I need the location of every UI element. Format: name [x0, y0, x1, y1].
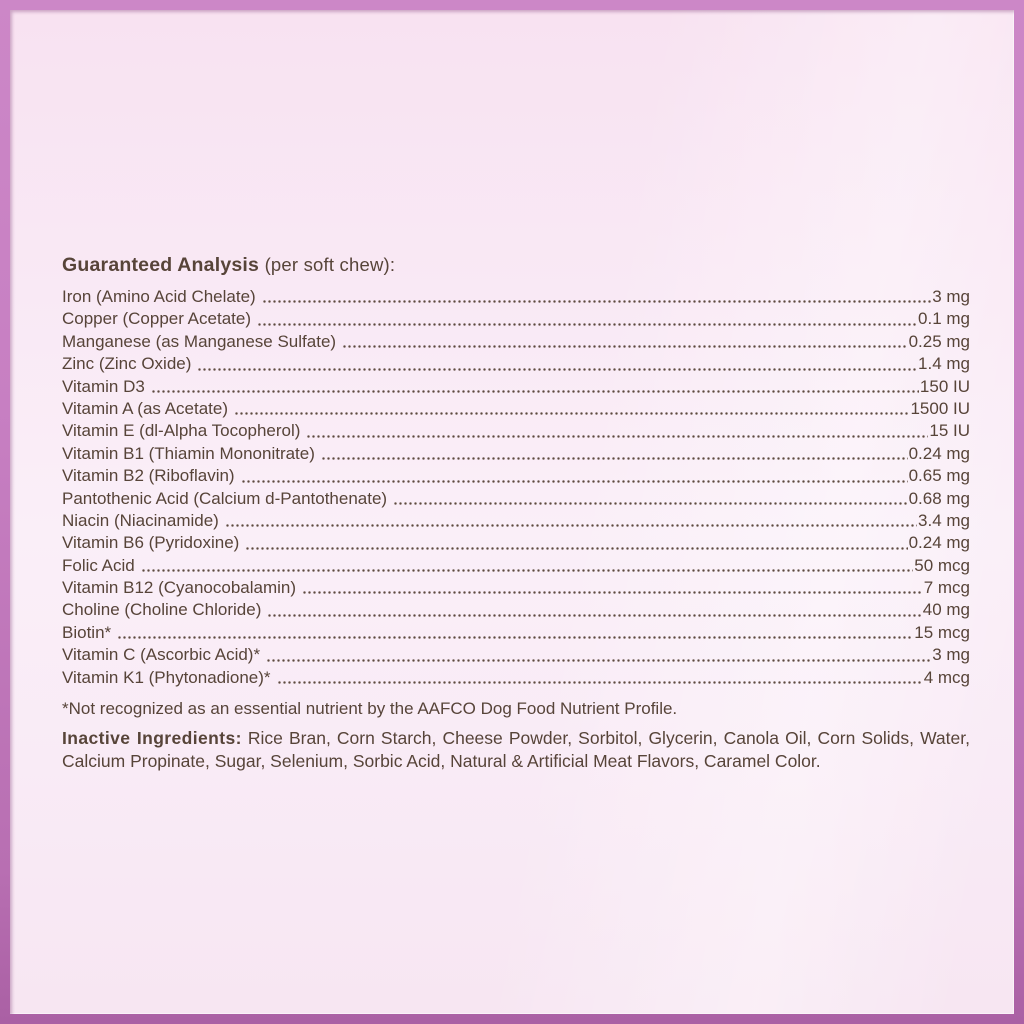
nutrient-row: Vitamin B1 (Thiamin Mononitrate) 0.24 mg — [62, 442, 970, 466]
nutrient-name: Iron (Amino Acid Chelate) — [62, 286, 256, 306]
leader-dots — [320, 442, 908, 466]
guaranteed-analysis-title: Guaranteed Analysis (per soft chew): — [62, 254, 970, 277]
leader-dots — [306, 420, 929, 443]
nutrient-row: Choline (Choline Chloride) 40 mg — [62, 599, 970, 622]
guaranteed-analysis-title-qualifier: (per soft chew): — [264, 254, 396, 275]
nutrient-name: Choline (Choline Chloride) — [62, 600, 262, 620]
nutrient-name: Vitamin B2 (Riboflavin) — [62, 466, 235, 486]
nutrient-value: 1.4 mg — [918, 354, 970, 374]
nutrient-value: 0.24 mg — [908, 533, 970, 553]
product-label: Guaranteed Analysis (per soft chew): Iro… — [10, 10, 1014, 1014]
nutrient-value: 40 mg — [922, 600, 970, 620]
nutrient-table: Iron (Amino Acid Chelate) 3 mg Copper (C… — [62, 286, 970, 690]
aafco-footnote: *Not recognized as an essential nutrient… — [62, 699, 678, 719]
leader-dots — [393, 487, 908, 510]
nutrient-value: 0.25 mg — [908, 331, 970, 351]
nutrient-row: Copper (Copper Acetate) 0.1 mg — [62, 308, 970, 331]
nutrient-value: 15 mcg — [914, 622, 970, 642]
inactive-ingredients-list: Rice Bran, Corn Starch, Cheese Powder, S… — [62, 728, 970, 771]
leader-dots — [342, 330, 908, 354]
leader-dots — [234, 397, 910, 421]
nutrient-name: Vitamin E (dl-Alpha Tocopherol) — [62, 421, 301, 441]
nutrient-row: Zinc (Zinc Oxide) 1.4 mg — [62, 353, 970, 376]
nutrient-row: Vitamin B12 (Cyanocobalamin) 7 mcg — [62, 577, 970, 600]
nutrient-name: Vitamin D3 — [62, 376, 145, 396]
nutrient-row: Vitamin E (dl-Alpha Tocopherol) 15 IU — [62, 420, 970, 443]
nutrient-value: 0.68 mg — [908, 488, 970, 508]
leader-dots — [140, 554, 914, 578]
nutrient-row: Vitamin K1 (Phytonadione)* 4 mcg — [62, 666, 970, 690]
nutrient-name: Biotin* — [62, 622, 112, 642]
leader-dots — [197, 353, 918, 376]
nutrient-value: 0.65 mg — [908, 466, 970, 486]
nutrient-value: 0.24 mg — [908, 443, 970, 463]
nutrient-value: 15 IU — [929, 421, 970, 441]
leader-dots — [276, 666, 923, 690]
leader-dots — [150, 375, 919, 398]
nutrient-row: Vitamin B6 (Pyridoxine) 0.24 mg — [62, 532, 970, 555]
nutrient-row: Manganese (as Manganese Sulfate) 0.25 mg — [62, 330, 970, 354]
nutrient-name: Vitamin A (as Acetate) — [62, 398, 228, 418]
nutrient-row: Niacin (Niacinamide) 3.4 mg — [62, 509, 970, 533]
nutrient-row: Biotin* 15 mcg — [62, 621, 970, 645]
leader-dots — [240, 465, 908, 488]
nutrient-value: 0.1 mg — [918, 309, 970, 329]
nutrient-name: Folic Acid — [62, 555, 135, 575]
nutrient-row: Iron (Amino Acid Chelate) 3 mg — [62, 286, 970, 309]
nutrient-name: Zinc (Zinc Oxide) — [62, 354, 192, 374]
inactive-ingredients-paragraph: Inactive Ingredients: Rice Bran, Corn St… — [62, 727, 970, 772]
nutrient-value: 3.4 mg — [918, 510, 970, 530]
nutrient-name: Vitamin C (Ascorbic Acid)* — [62, 645, 261, 665]
guaranteed-analysis-title-bold: Guaranteed Analysis — [62, 254, 260, 276]
nutrient-row: Vitamin C (Ascorbic Acid)* 3 mg — [62, 644, 970, 667]
leader-dots — [267, 599, 922, 622]
nutrient-value: 1500 IU — [910, 398, 970, 418]
nutrient-value: 7 mcg — [923, 578, 970, 598]
nutrient-name: Vitamin B12 (Cyanocobalamin) — [62, 578, 297, 598]
nutrient-name: Vitamin B6 (Pyridoxine) — [62, 533, 240, 553]
nutrient-name: Vitamin B1 (Thiamin Mononitrate) — [62, 443, 315, 463]
nutrient-row: Vitamin D3 150 IU — [62, 375, 970, 398]
leader-dots — [257, 308, 918, 331]
leader-dots — [245, 532, 908, 555]
leader-dots — [224, 509, 918, 533]
nutrient-name: Manganese (as Manganese Sulfate) — [62, 331, 337, 351]
nutrient-row: Folic Acid 50 mcg — [62, 554, 970, 578]
leader-dots — [117, 621, 914, 645]
nutrient-row: Vitamin A (as Acetate) 1500 IU — [62, 397, 970, 421]
nutrient-value: 3 mg — [932, 645, 970, 665]
leader-dots — [266, 644, 932, 667]
inactive-ingredients-heading: Inactive Ingredients: — [62, 728, 242, 749]
nutrient-row: Pantothenic Acid (Calcium d-Pantothenate… — [62, 487, 970, 510]
nutrient-row: Vitamin B2 (Riboflavin) 0.65 mg — [62, 465, 970, 488]
nutrient-value: 4 mcg — [923, 667, 970, 687]
leader-dots — [302, 577, 923, 600]
leader-dots — [261, 286, 932, 309]
nutrient-value: 50 mcg — [914, 555, 970, 575]
nutrient-value: 150 IU — [919, 376, 970, 396]
nutrient-name: Vitamin K1 (Phytonadione)* — [62, 667, 271, 687]
nutrient-name: Pantothenic Acid (Calcium d-Pantothenate… — [62, 488, 388, 508]
nutrient-value: 3 mg — [932, 286, 970, 306]
nutrient-name: Niacin (Niacinamide) — [62, 510, 219, 530]
nutrient-name: Copper (Copper Acetate) — [62, 309, 251, 329]
guaranteed-analysis-section: Guaranteed Analysis (per soft chew): Iro… — [62, 254, 970, 772]
